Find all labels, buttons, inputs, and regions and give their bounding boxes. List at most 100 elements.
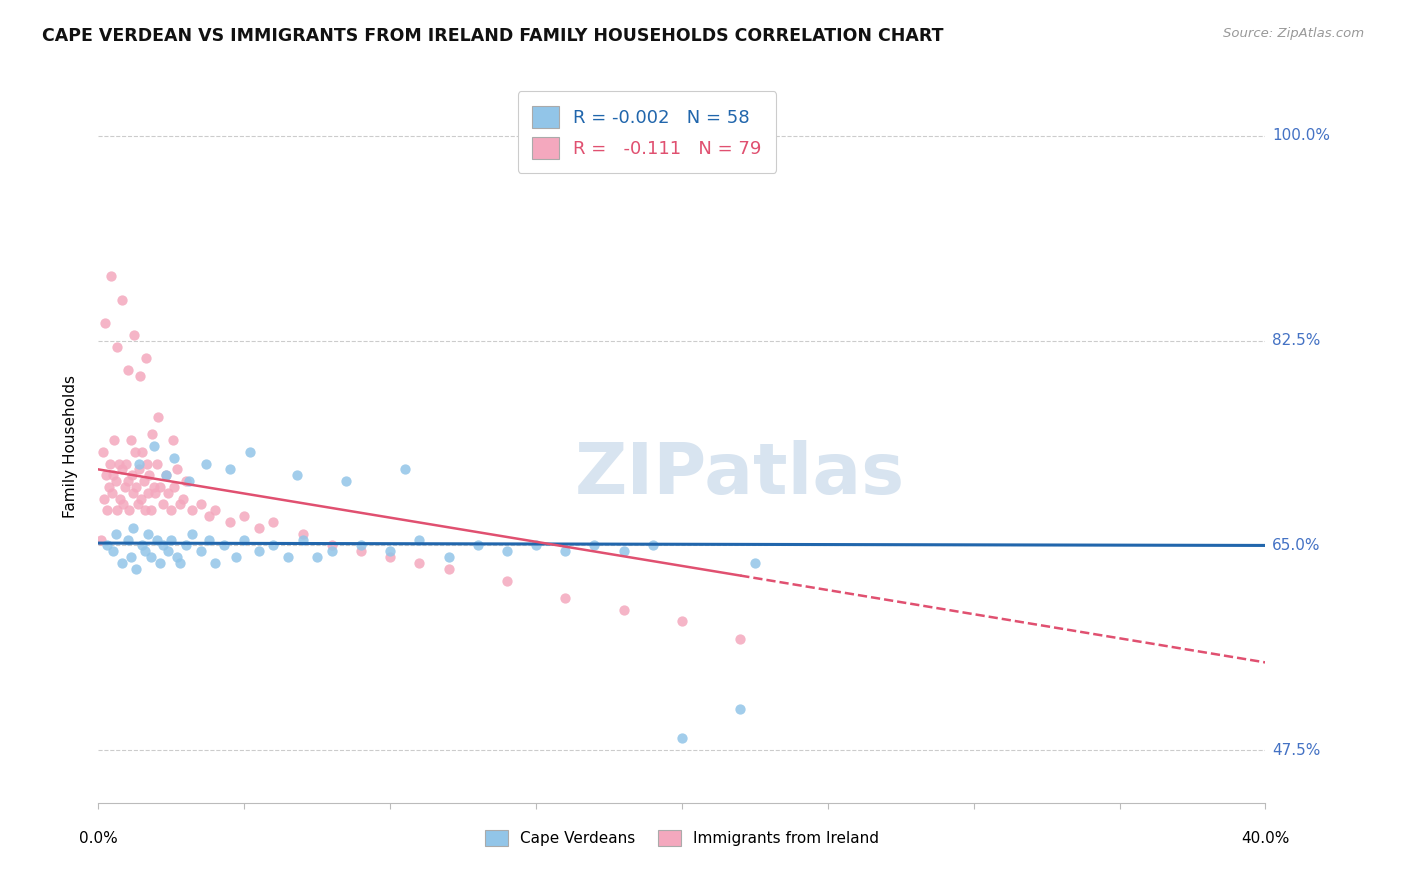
Point	[198, 533, 221, 547]
Point	[122, 485, 145, 500]
Point	[104, 526, 127, 541]
Point	[190, 544, 212, 558]
Point	[117, 474, 139, 488]
Point	[437, 550, 460, 565]
Point	[239, 445, 262, 459]
Point	[285, 468, 308, 483]
Point	[131, 538, 153, 552]
Text: 0.0%: 0.0%	[79, 830, 118, 846]
Point	[160, 503, 183, 517]
Point	[152, 498, 174, 512]
Point	[103, 433, 125, 447]
Point	[139, 550, 162, 565]
Point	[90, 533, 112, 547]
Point	[114, 480, 136, 494]
Text: 47.5%: 47.5%	[1272, 743, 1320, 757]
Point	[198, 509, 221, 524]
Point	[671, 731, 693, 746]
Point	[120, 550, 142, 565]
Point	[180, 503, 202, 517]
Point	[157, 544, 180, 558]
Point	[111, 462, 134, 476]
Point	[127, 498, 149, 512]
Point	[174, 538, 197, 552]
Text: ZIPatlas: ZIPatlas	[575, 440, 905, 509]
Point	[233, 509, 256, 524]
Text: 40.0%: 40.0%	[1241, 830, 1289, 846]
Point	[671, 615, 693, 629]
Point	[321, 538, 343, 552]
Point	[128, 457, 150, 471]
Point	[112, 498, 135, 512]
Point	[204, 556, 226, 570]
Point	[166, 550, 188, 565]
Point	[380, 550, 402, 565]
Point	[204, 503, 226, 517]
Point	[132, 474, 155, 488]
Point	[554, 544, 576, 558]
Point	[111, 556, 134, 570]
Point	[142, 480, 165, 494]
Point	[142, 439, 165, 453]
Point	[174, 474, 197, 488]
Point	[122, 327, 145, 342]
Point	[263, 515, 285, 529]
Point	[125, 480, 148, 494]
Point	[321, 544, 343, 558]
Point	[180, 526, 202, 541]
Point	[139, 503, 162, 517]
Point	[105, 503, 128, 517]
Point	[641, 538, 664, 552]
Point	[122, 521, 145, 535]
Point	[94, 468, 117, 483]
Point	[218, 515, 240, 529]
Point	[291, 526, 314, 541]
Point	[247, 521, 270, 535]
Point	[96, 503, 118, 517]
Point	[108, 457, 131, 471]
Point	[613, 544, 636, 558]
Point	[169, 556, 191, 570]
Point	[101, 468, 124, 483]
Text: CAPE VERDEAN VS IMMIGRANTS FROM IRELAND FAMILY HOUSEHOLDS CORRELATION CHART: CAPE VERDEAN VS IMMIGRANTS FROM IRELAND …	[42, 27, 943, 45]
Point	[163, 480, 186, 494]
Point	[148, 409, 170, 424]
Point	[155, 468, 177, 483]
Point	[554, 591, 576, 605]
Point	[744, 556, 766, 570]
Point	[128, 462, 150, 476]
Point	[110, 491, 132, 506]
Point	[277, 550, 299, 565]
Point	[120, 433, 142, 447]
Point	[149, 480, 172, 494]
Point	[212, 538, 235, 552]
Point	[138, 468, 160, 483]
Point	[195, 457, 218, 471]
Point	[93, 491, 115, 506]
Point	[172, 491, 194, 506]
Point	[117, 533, 139, 547]
Point	[136, 526, 159, 541]
Point	[350, 544, 373, 558]
Point	[467, 538, 489, 552]
Point	[131, 445, 153, 459]
Point	[136, 485, 159, 500]
Point	[117, 363, 139, 377]
Point	[162, 433, 184, 447]
Point	[125, 562, 148, 576]
Point	[263, 538, 285, 552]
Point	[100, 269, 122, 284]
Point	[143, 485, 166, 500]
Point	[247, 544, 270, 558]
Point	[118, 503, 141, 517]
Point	[496, 544, 519, 558]
Point	[146, 533, 169, 547]
Point	[408, 533, 430, 547]
Point	[496, 574, 519, 588]
Point	[177, 474, 200, 488]
Point	[730, 632, 752, 646]
Point	[233, 533, 256, 547]
Point	[97, 480, 120, 494]
Point	[111, 293, 134, 307]
Point	[169, 498, 191, 512]
